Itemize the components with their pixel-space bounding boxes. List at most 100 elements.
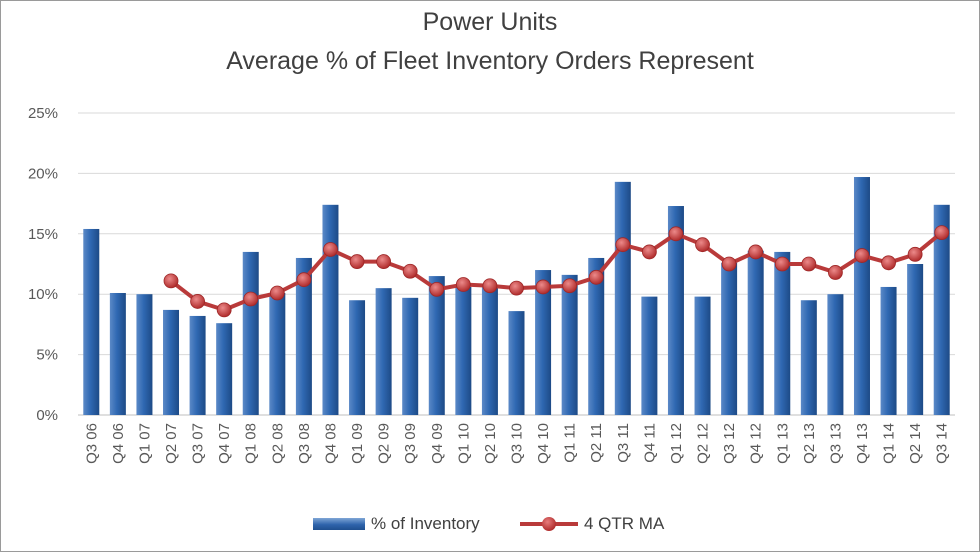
ma-point bbox=[695, 237, 710, 253]
x-tick-label: Q2 09 bbox=[376, 423, 393, 464]
x-tick-label: Q3 08 bbox=[296, 423, 313, 464]
bar bbox=[136, 294, 153, 415]
x-tick-label: Q3 07 bbox=[190, 423, 207, 464]
ma-point bbox=[429, 281, 445, 297]
bar bbox=[508, 311, 525, 415]
ma-point bbox=[774, 256, 790, 272]
bar bbox=[242, 251, 259, 415]
ma-point bbox=[216, 302, 232, 318]
bar bbox=[455, 286, 472, 415]
x-tick-label: Q4 13 bbox=[854, 423, 871, 464]
x-tick-label: Q1 11 bbox=[562, 423, 579, 463]
bar bbox=[481, 286, 498, 415]
ma-point bbox=[296, 272, 312, 288]
bar bbox=[109, 292, 126, 415]
ma-point bbox=[243, 291, 259, 307]
bar bbox=[189, 315, 206, 415]
ma-point bbox=[641, 244, 657, 260]
x-tick-label: Q2 14 bbox=[907, 423, 924, 464]
ma-point bbox=[163, 273, 179, 289]
ma-point bbox=[376, 254, 392, 269]
x-tick-label: Q3 06 bbox=[83, 423, 100, 464]
bar bbox=[295, 257, 312, 415]
bar bbox=[667, 206, 684, 415]
x-tick-label: Q2 07 bbox=[163, 423, 180, 464]
ma-point bbox=[854, 248, 870, 263]
ma-point bbox=[190, 294, 205, 309]
bar bbox=[216, 323, 233, 415]
chart-legend: % of Inventory 4 QTR MA bbox=[0, 512, 980, 536]
x-tick-label: Q3 09 bbox=[402, 423, 419, 464]
ma-point bbox=[828, 265, 843, 280]
x-tick-label: Q1 13 bbox=[774, 423, 791, 464]
bar bbox=[561, 274, 578, 415]
ma-point bbox=[881, 255, 896, 271]
ma-point bbox=[615, 237, 631, 253]
x-tick-label: Q4 06 bbox=[110, 423, 127, 464]
y-tick-label: 0% bbox=[36, 407, 58, 424]
ma-point bbox=[907, 246, 923, 262]
bar bbox=[933, 204, 950, 415]
bar bbox=[83, 228, 100, 415]
x-tick-label: Q4 11 bbox=[641, 423, 658, 463]
x-tick-label: Q4 07 bbox=[216, 423, 233, 464]
x-tick-label: Q1 12 bbox=[668, 423, 685, 464]
bar bbox=[588, 257, 605, 415]
ma-point bbox=[562, 278, 578, 294]
x-tick-label: Q2 12 bbox=[695, 423, 712, 464]
x-tick-label: Q4 09 bbox=[429, 423, 446, 464]
x-tick-label: Q3 13 bbox=[827, 423, 844, 464]
bar bbox=[375, 288, 392, 415]
bar bbox=[747, 250, 764, 415]
ma-point bbox=[509, 280, 524, 296]
bar bbox=[694, 296, 711, 415]
ma-point bbox=[748, 244, 764, 260]
legend-line-swatch bbox=[520, 516, 578, 532]
x-tick-label: Q4 08 bbox=[322, 423, 339, 464]
ma-point bbox=[482, 278, 498, 294]
bar bbox=[163, 309, 180, 415]
y-tick-label: 5% bbox=[36, 347, 58, 364]
bar bbox=[721, 262, 738, 415]
legend-item-ma: 4 QTR MA bbox=[520, 512, 664, 536]
ma-point bbox=[668, 226, 684, 242]
x-tick-label: Q2 10 bbox=[482, 423, 499, 464]
x-tick-label: Q3 14 bbox=[934, 423, 951, 464]
ma-point bbox=[402, 263, 418, 279]
legend-label-ma: 4 QTR MA bbox=[584, 514, 665, 533]
bar bbox=[641, 296, 658, 415]
bar bbox=[535, 270, 552, 415]
legend-bar-swatch bbox=[313, 518, 365, 530]
x-tick-label: Q1 10 bbox=[455, 423, 472, 464]
bar bbox=[322, 204, 339, 415]
x-tick-label: Q1 14 bbox=[881, 423, 898, 464]
bar bbox=[800, 300, 817, 415]
x-tick-label: Q4 12 bbox=[748, 423, 765, 464]
ma-point bbox=[721, 256, 737, 272]
ma-point bbox=[801, 256, 817, 272]
x-tick-label: Q2 11 bbox=[588, 423, 605, 463]
bar bbox=[349, 300, 366, 415]
ma-point bbox=[934, 225, 950, 240]
x-tick-label: Q3 11 bbox=[615, 423, 632, 463]
bar bbox=[827, 294, 844, 415]
y-tick-label: 25% bbox=[28, 105, 58, 122]
bar bbox=[853, 177, 870, 415]
ma-point bbox=[269, 285, 285, 301]
x-tick-label: Q1 08 bbox=[243, 423, 260, 464]
x-tick-label: Q1 09 bbox=[349, 423, 366, 464]
bar bbox=[774, 251, 791, 415]
bar bbox=[907, 264, 924, 415]
bar bbox=[269, 292, 286, 415]
ma-point bbox=[323, 242, 338, 257]
y-tick-label: 10% bbox=[28, 286, 58, 303]
x-tick-label: Q3 10 bbox=[509, 423, 526, 464]
y-tick-label: 20% bbox=[28, 165, 58, 182]
x-tick-label: Q2 13 bbox=[801, 423, 818, 464]
chart-title: Power Units bbox=[422, 8, 558, 36]
bar bbox=[428, 276, 445, 415]
bar bbox=[614, 181, 631, 415]
x-tick-label: Q1 07 bbox=[136, 423, 153, 464]
